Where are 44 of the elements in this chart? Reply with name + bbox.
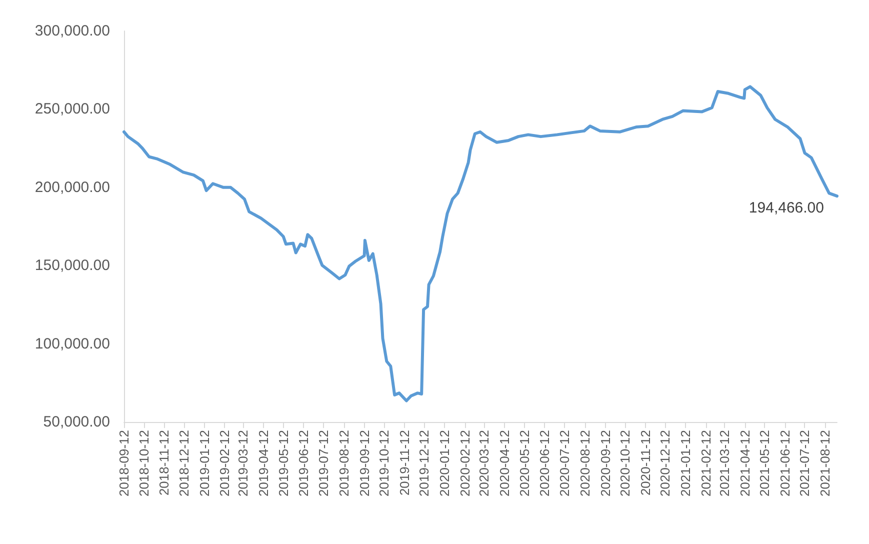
y-tick-label: 150,000.00 [34, 257, 110, 274]
x-tick-label: 2019-06-12 [296, 430, 312, 496]
y-tick-label: 100,000.00 [34, 335, 110, 352]
x-tick-label: 2019-12-12 [416, 430, 432, 496]
x-tick-label: 2020-09-12 [598, 430, 613, 496]
x-tick-label: 2019-01-12 [196, 430, 212, 496]
x-tick-label: 2019-08-12 [336, 430, 352, 496]
y-tick-label: 300,000.00 [34, 22, 110, 40]
x-tick-label: 2018-12-12 [176, 430, 192, 496]
x-tick-label: 2019-02-12 [217, 430, 232, 496]
x-tick-label: 2020-12-12 [658, 430, 673, 496]
x-tick-label: 2018-10-12 [136, 430, 152, 496]
x-tick-label: 2019-09-12 [356, 430, 372, 496]
x-tick-label: 2018-09-12 [116, 430, 132, 496]
y-tick-label: 50,000.00 [43, 414, 110, 430]
x-tick-label: 2019-10-12 [376, 430, 392, 496]
x-tick-label: 2020-05-12 [516, 430, 532, 496]
x-tick-label: 2020-03-12 [476, 430, 492, 496]
x-tick-label: 2021-06-12 [777, 430, 792, 496]
x-tick-label: 2021-05-12 [757, 430, 772, 496]
x-tick-label: 2020-04-12 [497, 430, 512, 496]
x-tick-label: 2021-02-12 [698, 430, 714, 496]
x-tick-label: 2021-08-12 [818, 430, 833, 496]
x-tick-label: 2020-11-12 [638, 430, 653, 496]
x-tick-label: 2021-07-12 [797, 430, 812, 496]
x-tick-label: 2020-02-12 [458, 430, 473, 496]
x-tick-label: 2019-07-12 [316, 430, 331, 496]
x-tick-label: 2020-01-12 [437, 430, 452, 496]
x-tick-label: 2020-07-12 [556, 430, 572, 496]
annotation: 194,466.00 [748, 200, 824, 217]
x-tick-label: 2018-11-12 [156, 430, 172, 496]
x-tick-label: 2020-08-12 [577, 430, 592, 496]
y-tick-label: 250,000.00 [34, 100, 110, 118]
y-tick-label: 200,000.00 [34, 178, 110, 196]
x-tick-label: 2019-05-12 [276, 430, 291, 496]
x-tick-label: 2019-11-12 [396, 430, 412, 496]
x-tick-label: 2021-03-12 [716, 430, 732, 496]
x-tick-label: 2020-06-12 [537, 430, 552, 496]
x-tick-label: 2019-04-12 [256, 430, 272, 496]
x-tick-label: 2021-04-12 [737, 430, 752, 496]
x-tick-label: 2020-10-12 [618, 430, 633, 496]
x-tick-label: 2019-03-12 [236, 430, 251, 496]
line-series [122, 85, 838, 402]
x-tick-label: 2021-01-12 [678, 430, 694, 496]
